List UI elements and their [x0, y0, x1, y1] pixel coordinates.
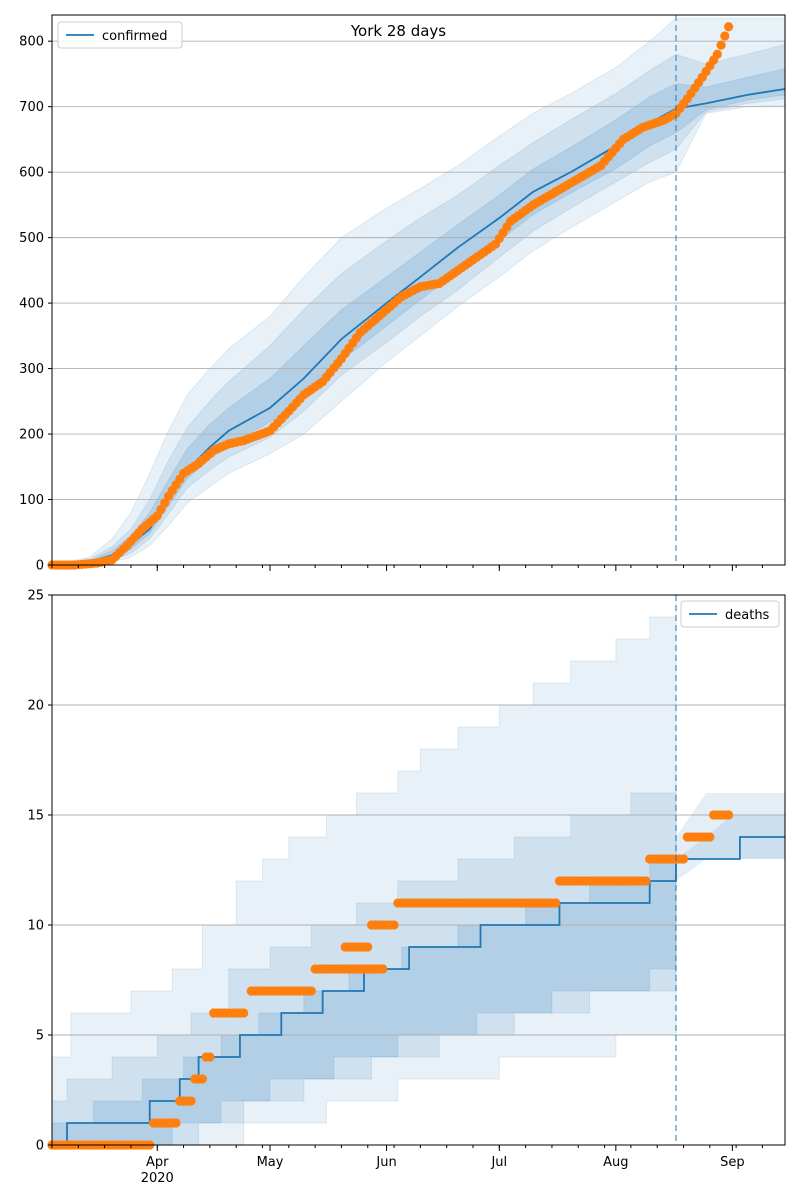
deaths-plot-frame: [51, 594, 786, 1146]
observed-point: [186, 1096, 196, 1106]
y-tick-label: 200: [19, 428, 44, 443]
x-tick-label: Sep: [720, 1155, 745, 1170]
confirmed-y-ticks: 0 100 200 300 400 500 600 700 800: [19, 35, 52, 574]
observed-point: [724, 22, 734, 32]
observed-point: [678, 854, 689, 864]
deaths-legend: deaths: [680, 600, 780, 628]
x-tick-label: Apr: [146, 1155, 169, 1170]
y-tick-label: 0: [36, 1139, 44, 1154]
observed-point: [551, 898, 561, 908]
y-tick-label: 400: [19, 297, 44, 312]
legend-box: [680, 600, 780, 628]
legend-box: [57, 21, 183, 49]
y-tick-label: 10: [27, 919, 44, 934]
x-year-label: 2020: [141, 1171, 174, 1186]
confirmed-panel: 0 100 200 300 400 500 600 700 800 York 28 days c…: [19, 14, 786, 574]
y-tick-label: 15: [27, 809, 44, 824]
legend-entry-confirmed: confirmed: [102, 29, 168, 44]
observed-point: [705, 832, 715, 842]
observed-point: [197, 1074, 207, 1084]
observed-point: [171, 1118, 181, 1128]
deaths-y-ticks: 0 5 10 15 20 25: [27, 589, 52, 1154]
chart-title: York 28 days: [350, 22, 446, 40]
observed-point: [720, 31, 730, 41]
y-tick-label: 0: [36, 559, 44, 574]
observed-point: [712, 49, 722, 59]
observed-point: [724, 810, 734, 820]
observed-point: [716, 40, 726, 50]
legend-entry-deaths: deaths: [725, 608, 770, 623]
y-tick-label: 700: [19, 100, 44, 115]
observed-point: [363, 942, 373, 952]
observed-point: [306, 986, 316, 996]
x-tick-label: Aug: [603, 1155, 628, 1170]
model-series-line: [52, 836, 785, 1146]
y-tick-label: 600: [19, 166, 44, 181]
x-tick-label: May: [257, 1155, 284, 1170]
x-tick-label: Jul: [490, 1155, 507, 1170]
confidence-band-1: [51, 771, 677, 1146]
y-tick-label: 20: [27, 699, 44, 714]
forecast-band-1: [675, 815, 785, 859]
y-tick-label: 800: [19, 35, 44, 50]
y-tick-label: 5: [36, 1029, 44, 1044]
observed-point: [205, 1052, 215, 1062]
observed-point: [641, 876, 651, 886]
confirmed-x-ticks: [51, 565, 763, 571]
deaths-model-line: [52, 836, 785, 1146]
y-tick-label: 500: [19, 231, 44, 246]
y-tick-label: 300: [19, 362, 44, 377]
deaths-uncertainty-bands: [51, 595, 785, 1146]
observed-point: [389, 920, 399, 930]
y-tick-label: 25: [27, 589, 44, 604]
observed-point: [378, 964, 388, 974]
confirmed-legend: confirmed: [57, 21, 183, 49]
observed-point: [239, 1008, 249, 1018]
confirmed-plot-frame: [51, 14, 786, 566]
x-tick-label: Jun: [375, 1155, 396, 1170]
y-tick-label: 100: [19, 493, 44, 508]
